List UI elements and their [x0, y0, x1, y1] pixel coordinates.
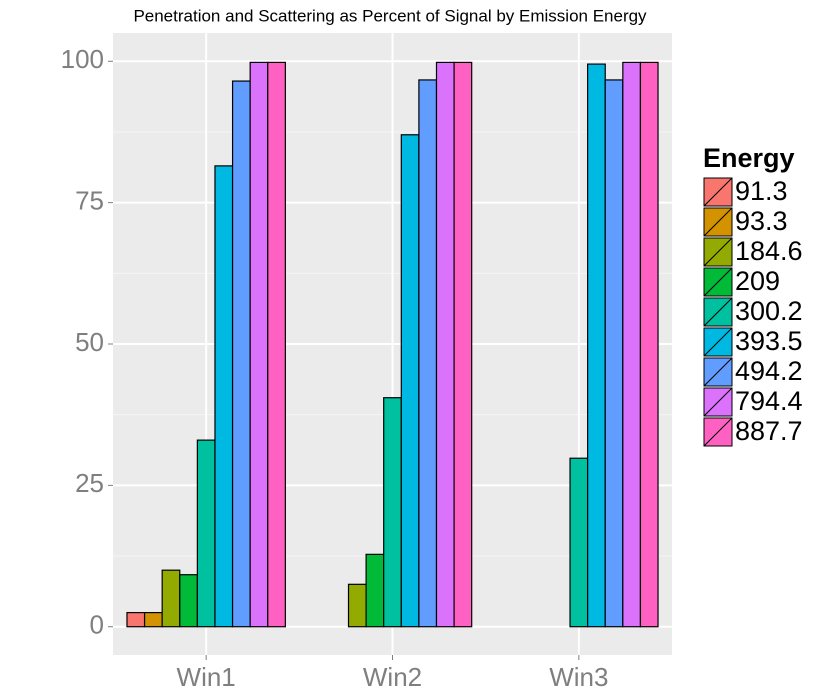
bar: [365, 553, 385, 628]
legend-key-slash: [703, 417, 733, 447]
bar: [214, 165, 234, 628]
x-tick-label: Win1: [177, 662, 236, 692]
bar: [347, 583, 367, 628]
bar: [161, 569, 181, 628]
bar: [587, 63, 606, 628]
legend-key-slash: [703, 357, 733, 387]
bar: [383, 397, 402, 628]
bar: [604, 79, 624, 628]
legend-key-slash: [703, 207, 733, 237]
bar: [179, 574, 198, 628]
bar: [435, 61, 455, 628]
bar: [143, 611, 163, 628]
bar: [639, 61, 659, 628]
bar: [400, 134, 420, 628]
legend-label: 494.2: [735, 356, 803, 386]
legend-key-slash: [703, 327, 733, 357]
bar: [231, 80, 251, 628]
y-tick-label: 75: [75, 186, 104, 216]
y-tick-label: 0: [90, 610, 104, 640]
bar: [196, 439, 216, 628]
x-tick-label: Win3: [549, 662, 608, 692]
bar: [126, 611, 146, 628]
bar: [249, 61, 269, 628]
legend-label: 184.6: [735, 236, 803, 266]
y-tick-label: 100: [61, 44, 104, 74]
legend-label: 794.4: [735, 386, 803, 416]
x-tick-label: Win2: [363, 662, 422, 692]
legend-label: 300.2: [735, 296, 803, 326]
legend-label: 93.3: [735, 206, 788, 236]
legend-label: 887.7: [735, 416, 803, 446]
legend-key-slash: [703, 237, 733, 267]
legend-key-slash: [703, 177, 733, 207]
legend-key-slash: [703, 267, 733, 297]
chart-title: Penetration and Scattering as Percent of…: [133, 6, 647, 25]
legend-label: 91.3: [735, 176, 788, 206]
legend-label: 209: [735, 266, 780, 296]
bar: [418, 79, 438, 628]
bar: [622, 61, 642, 628]
legend-key-slash: [703, 387, 733, 417]
y-tick-label: 25: [75, 468, 104, 498]
legend-label: 393.5: [735, 326, 803, 356]
bar: [453, 61, 473, 628]
bar: [267, 61, 286, 628]
bar: [569, 457, 589, 628]
legend-key-slash: [703, 297, 733, 327]
legend-title: Energy: [703, 143, 795, 173]
y-tick-label: 50: [75, 327, 104, 357]
